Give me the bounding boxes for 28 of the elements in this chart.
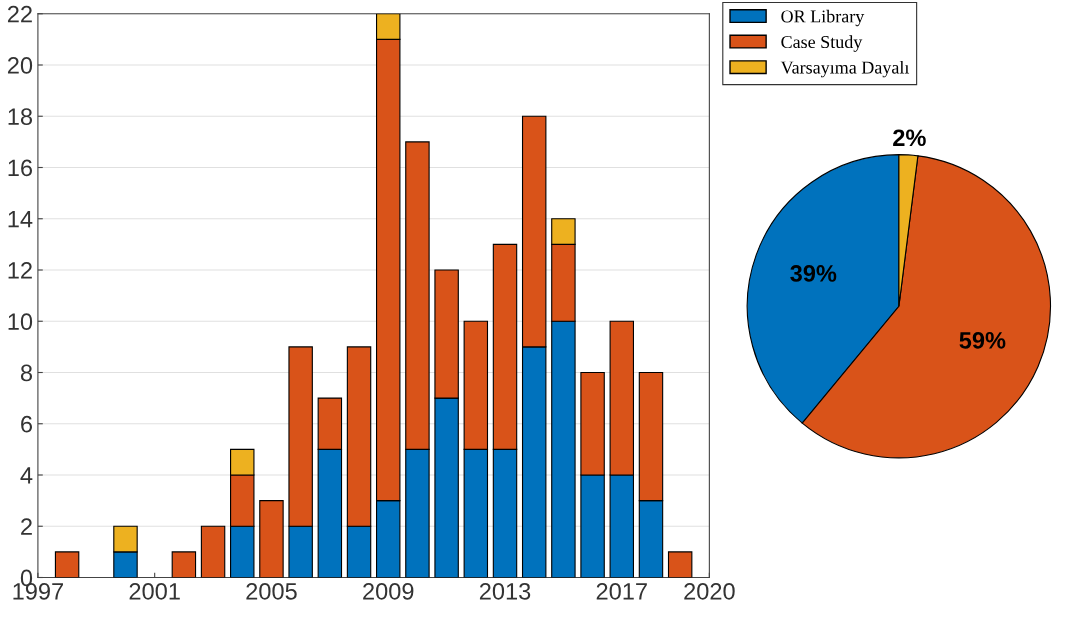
y-tick-label: 4 — [20, 467, 33, 484]
x-tick-label: 2009 — [363, 582, 414, 600]
bar — [200, 525, 226, 578]
y-tick-label: 10 — [8, 313, 33, 331]
data-label: 39% — [790, 265, 837, 282]
y-tick-label: 2 — [21, 518, 32, 535]
y-tick-label: 22 — [7, 5, 32, 23]
x-tick-label: 2017 — [596, 582, 647, 600]
y-tick-label: 20 — [7, 57, 33, 74]
y-tick-label: 16 — [8, 159, 33, 177]
y-tick-label: 18 — [8, 108, 33, 126]
y-tick-label: 14 — [8, 211, 33, 228]
data-label: 2% — [893, 129, 926, 147]
bar — [667, 551, 693, 578]
y-tick-label: 8 — [20, 364, 33, 382]
y-tick-label: 12 — [8, 262, 32, 279]
legend-label: Varsayıma Dayalı — [780, 60, 910, 78]
x-tick-label: 2013 — [479, 582, 531, 600]
y-tick-label: 6 — [21, 415, 33, 433]
data-label: 59% — [959, 332, 1006, 349]
legend-label: OR Library — [781, 9, 865, 27]
x-tick-label: 2020 — [684, 582, 735, 600]
bar — [54, 551, 80, 578]
legend-label: Case Study — [781, 35, 863, 52]
x-tick-label: 2005 — [246, 582, 297, 600]
bar — [259, 500, 284, 578]
bar — [171, 551, 197, 578]
x-tick-label: 2001 — [129, 582, 180, 600]
